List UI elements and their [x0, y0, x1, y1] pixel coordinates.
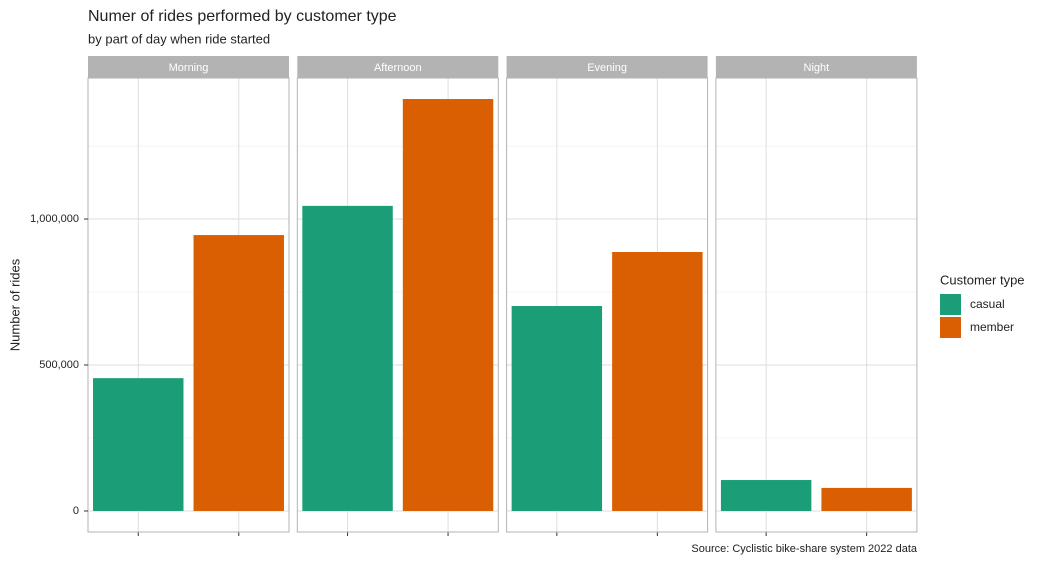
facet-label: Afternoon — [374, 62, 422, 74]
panel-border — [296, 77, 499, 533]
chart-subtitle: by part of day when ride started — [88, 31, 270, 46]
panel-border — [87, 77, 290, 533]
bar — [612, 252, 703, 511]
facet-strip — [88, 56, 289, 78]
facet-strip — [506, 56, 708, 78]
y-tick-label: 500,000 — [39, 359, 79, 371]
panel-border — [715, 77, 918, 533]
bar — [93, 378, 184, 511]
facet-label: Morning — [169, 62, 209, 74]
y-tick-label: 1,000,000 — [30, 213, 79, 225]
facet-strip — [297, 56, 499, 78]
bar — [402, 99, 494, 511]
facet-label: Evening — [587, 62, 627, 74]
panel-border — [506, 77, 709, 533]
facet-strip — [715, 56, 917, 78]
y-tick-label: 0 — [73, 505, 79, 517]
bar — [720, 480, 812, 511]
legend-key — [940, 317, 961, 338]
caption: Source: Cyclistic bike-share system 2022… — [691, 543, 917, 555]
bar — [193, 235, 284, 511]
legend-title: Customer type — [940, 272, 1025, 287]
bar — [511, 306, 603, 511]
bar — [302, 205, 393, 511]
facet-label: Night — [804, 62, 830, 74]
chart-title: Numer of rides performed by customer typ… — [88, 8, 397, 25]
legend-label: member — [970, 320, 1014, 334]
y-axis-label: Number of rides — [7, 258, 22, 351]
legend-label: casual — [970, 297, 1005, 311]
legend-key — [940, 294, 961, 315]
bar — [821, 487, 912, 511]
